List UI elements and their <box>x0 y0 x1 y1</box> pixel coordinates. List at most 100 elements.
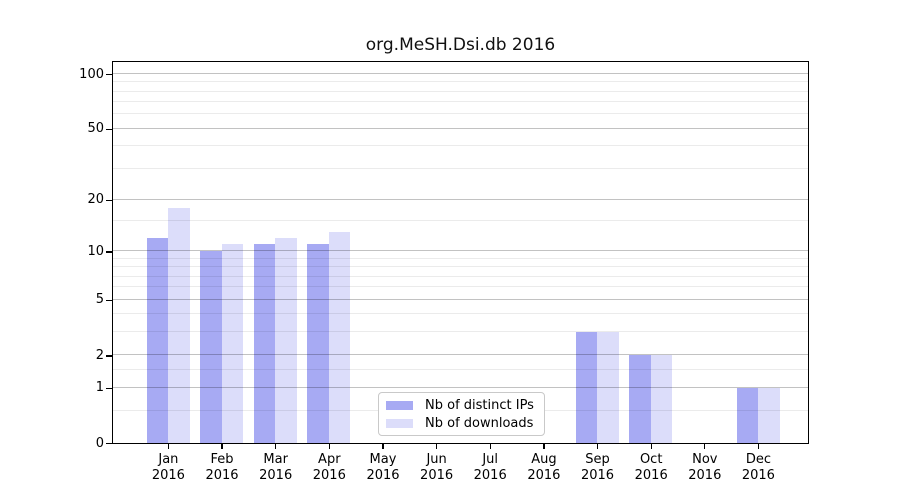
y-tick-mark <box>106 199 112 201</box>
legend-label: Nb of downloads <box>425 415 534 431</box>
x-tick-year: 2016 <box>527 468 561 483</box>
y-tick-label: 0 <box>95 435 104 451</box>
legend-label: Nb of distinct IPs <box>425 397 534 413</box>
minor-gridline <box>113 257 808 259</box>
x-tick-mark <box>435 444 438 449</box>
y-tick-label: 10 <box>87 243 104 259</box>
x-tick-month: Apr <box>318 452 341 467</box>
x-tick-month: Dec <box>745 452 771 467</box>
bar-downloads-mar <box>275 238 297 443</box>
x-tick-mark <box>650 444 652 449</box>
y-tick-label: 20 <box>87 192 104 208</box>
plot-area <box>112 61 809 444</box>
x-tick-month: Jun <box>426 452 447 467</box>
x-tick-label: Apr 2016 <box>301 452 357 484</box>
bar-downloads-jan <box>168 207 190 443</box>
x-tick-year: 2016 <box>688 468 722 483</box>
x-tick-month: Jul <box>482 452 499 467</box>
bar-downloads-oct <box>650 355 673 443</box>
minor-gridline <box>113 331 808 333</box>
x-tick-mark <box>704 444 706 449</box>
legend: Nb of distinct IPs Nb of downloads <box>378 392 545 436</box>
y-tick-label: 50 <box>87 121 104 137</box>
bar-distinct-ips-dec <box>736 387 759 443</box>
x-tick-year: 2016 <box>580 468 615 483</box>
major-gridline <box>113 386 808 388</box>
x-tick-mark <box>167 444 170 449</box>
major-gridline <box>113 250 808 252</box>
x-tick-label: Sep 2016 <box>570 452 626 484</box>
x-tick-year: 2016 <box>259 468 293 483</box>
x-tick-mark <box>275 444 277 449</box>
minor-gridline <box>113 266 808 268</box>
minor-gridline <box>113 167 808 169</box>
x-tick-mark <box>757 444 760 449</box>
bar-distinct-ips-sep <box>575 332 598 443</box>
y-tick-mark <box>106 355 112 357</box>
minor-gridline <box>113 275 808 277</box>
x-tick-month: Nov <box>692 452 718 467</box>
x-tick-month: Aug <box>531 452 557 467</box>
major-gridline <box>113 354 808 356</box>
bar-distinct-ips-oct <box>629 355 651 443</box>
bar-distinct-ips-jan <box>146 238 168 443</box>
y-tick-mark <box>106 299 112 302</box>
x-tick-month: Mar <box>263 452 288 467</box>
bar-downloads-feb <box>221 244 244 443</box>
x-tick-year: 2016 <box>420 468 454 483</box>
x-tick-month: Oct <box>639 452 663 467</box>
major-gridline <box>113 127 808 129</box>
x-tick-mark <box>596 444 599 449</box>
x-tick-label: Jul 2016 <box>462 452 518 484</box>
bar-distinct-ips-apr <box>307 244 329 443</box>
major-gridline <box>113 198 808 200</box>
legend-row: Nb of distinct IPs <box>386 398 544 413</box>
y-tick-mark <box>106 387 112 389</box>
x-tick-label: Oct 2016 <box>623 452 679 484</box>
y-tick-label: 1 <box>95 380 104 396</box>
y-tick-label: 5 <box>95 292 104 308</box>
x-tick-year: 2016 <box>473 468 507 483</box>
x-tick-label: May 2016 <box>355 452 411 484</box>
minor-gridline <box>113 145 808 147</box>
x-tick-mark <box>489 444 491 449</box>
x-tick-label: Feb 2016 <box>194 452 250 484</box>
y-tick-mark <box>106 74 112 76</box>
legend-row: Nb of downloads <box>386 416 544 431</box>
minor-gridline <box>113 286 808 288</box>
major-gridline <box>113 73 808 75</box>
bar-downloads-apr <box>328 232 351 443</box>
y-tick-mark <box>106 251 112 253</box>
y-tick-label: 100 <box>79 66 104 82</box>
x-tick-year: 2016 <box>741 468 775 483</box>
x-tick-year: 2016 <box>634 468 668 483</box>
minor-gridline <box>113 90 808 92</box>
y-tick-mark <box>106 443 112 445</box>
x-tick-year: 2016 <box>312 468 346 483</box>
bar-distinct-ips-mar <box>253 244 276 443</box>
bar-downloads-sep <box>597 332 619 443</box>
x-tick-label: Dec 2016 <box>730 452 786 484</box>
x-tick-month: Feb <box>210 452 234 467</box>
x-tick-year: 2016 <box>151 468 185 483</box>
minor-gridline <box>113 101 808 103</box>
major-gridline <box>113 298 808 300</box>
x-tick-month: Jan <box>158 452 179 467</box>
x-tick-mark <box>382 444 384 449</box>
x-tick-year: 2016 <box>366 468 400 483</box>
x-tick-label: Nov 2016 <box>677 452 733 484</box>
x-tick-label: Jun 2016 <box>409 452 465 484</box>
bar-downloads-dec <box>758 387 780 443</box>
minor-gridline <box>113 113 808 115</box>
minor-gridline <box>113 368 808 370</box>
x-tick-month: Sep <box>585 452 610 467</box>
x-tick-month: May <box>369 452 397 467</box>
x-tick-label: Aug 2016 <box>516 452 572 484</box>
y-tick-mark <box>106 128 112 131</box>
x-tick-mark <box>328 444 330 449</box>
bar-distinct-ips-feb <box>200 251 222 443</box>
x-tick-label: Mar 2016 <box>248 452 304 484</box>
legend-swatch-downloads <box>386 418 413 428</box>
minor-gridline <box>113 220 808 222</box>
